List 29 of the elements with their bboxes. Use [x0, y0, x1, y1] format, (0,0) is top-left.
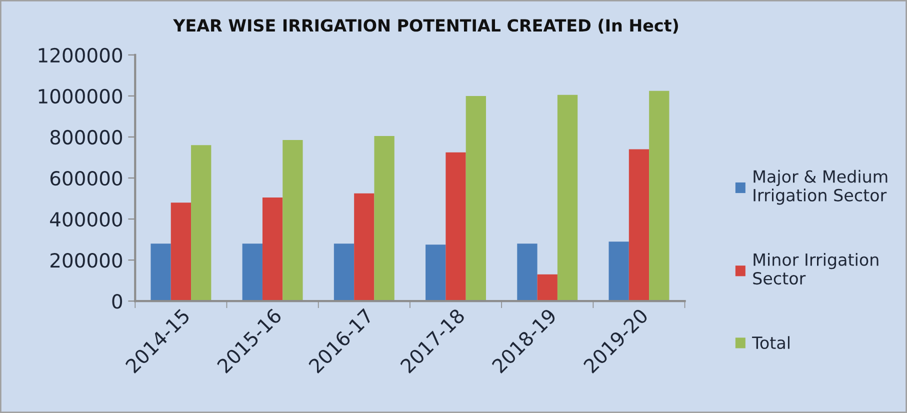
- y-tick-label: 0: [112, 294, 122, 309]
- bar: [262, 197, 283, 302]
- y-tick-label: 600000: [50, 170, 122, 186]
- bar: [537, 274, 558, 302]
- bar: [354, 193, 374, 302]
- bar: [334, 244, 354, 302]
- bar: [466, 96, 486, 302]
- bar: [150, 244, 171, 302]
- bar: [374, 136, 394, 302]
- y-tick-label: 200000: [50, 253, 122, 268]
- bar: [557, 94, 578, 302]
- y-tick-label: 400000: [50, 212, 122, 227]
- legend-label: Major & Medium Irrigation Sector: [754, 170, 888, 205]
- y-tick-label: 1200000: [38, 48, 122, 63]
- legend-label: Total: [752, 336, 790, 350]
- bar: [282, 140, 303, 302]
- legend-label: Minor Irrigation Sector: [753, 253, 878, 285]
- bar: [242, 244, 262, 302]
- y-tick-label: 800000: [50, 130, 122, 145]
- bar: [426, 244, 446, 302]
- bar: [517, 244, 538, 302]
- bar: [446, 152, 466, 302]
- bar: [170, 202, 192, 302]
- chart-title: YEAR WISE IRRIGATION POTENTIAL CREATED (In Hect): [173, 18, 678, 34]
- bar: [608, 242, 629, 302]
- y-tick-label: 1000000: [38, 88, 122, 104]
- bar: [191, 145, 212, 302]
- bar: [628, 149, 650, 302]
- bar: [649, 90, 670, 302]
